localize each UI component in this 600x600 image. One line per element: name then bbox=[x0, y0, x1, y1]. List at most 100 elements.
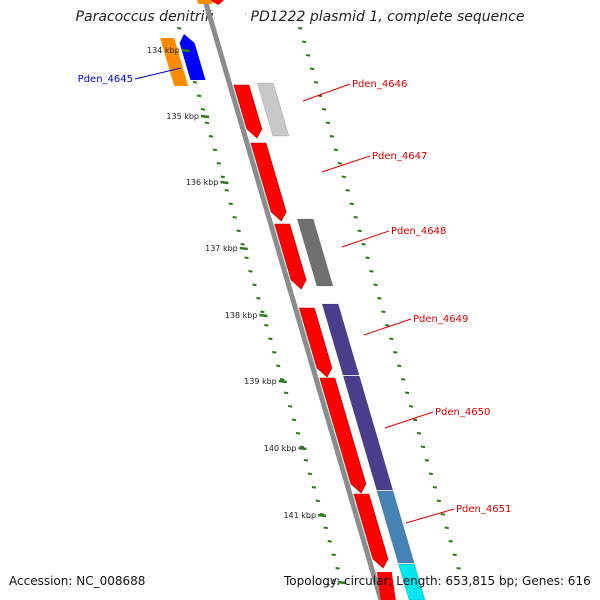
inner-tick-dot bbox=[389, 337, 394, 341]
gene-label: Pden_4647 bbox=[372, 151, 427, 162]
outer-tick-dot bbox=[307, 472, 313, 476]
cog-block bbox=[321, 303, 360, 376]
inner-tick-dot bbox=[408, 405, 414, 408]
inner-tick-ring bbox=[298, 27, 461, 570]
inner-tick-dot bbox=[365, 256, 370, 260]
gene-label: Pden_4646 bbox=[352, 79, 407, 90]
topology-label: Topology: circular; Length: 653,815 bp; … bbox=[284, 574, 591, 588]
outer-tick-dot bbox=[283, 391, 289, 395]
inner-tick-dot bbox=[424, 459, 430, 462]
gene-arrow bbox=[298, 307, 333, 378]
inner-tick-dot bbox=[369, 270, 374, 273]
outer-tick-dot bbox=[200, 108, 206, 111]
inner-tick-dot bbox=[393, 351, 398, 354]
inner-tick-dot bbox=[432, 486, 438, 489]
backbone-line bbox=[202, 0, 384, 600]
tick-label: 138 kbp bbox=[225, 311, 258, 320]
cog-block bbox=[398, 563, 426, 600]
outer-tick-dot bbox=[212, 148, 218, 152]
outer-tick-dot bbox=[236, 229, 241, 233]
outer-tick-dot bbox=[192, 81, 198, 84]
gene-label: Pden_4650 bbox=[435, 407, 490, 418]
outer-tick-dot bbox=[220, 175, 225, 179]
inner-tick-dot bbox=[420, 445, 426, 449]
outer-tick-dot bbox=[335, 567, 340, 570]
tick-label: 137 kbp bbox=[205, 244, 238, 253]
tick-labels: 134 kbp 135 kbp 136 kbp 137 kbp 138 kbp 139 k… bbox=[147, 46, 346, 587]
outer-tick-dot bbox=[331, 553, 336, 557]
gene-arrow bbox=[353, 493, 389, 569]
inner-tick-dot bbox=[298, 27, 303, 30]
outer-tick-dot bbox=[287, 405, 293, 408]
outer-tick-dot bbox=[228, 202, 233, 206]
tick-mark bbox=[337, 580, 346, 585]
accession-label: Accession: NC_008688 bbox=[9, 574, 146, 588]
tick-mark bbox=[239, 246, 248, 251]
label-leader bbox=[405, 508, 455, 524]
gene-arrow bbox=[376, 572, 396, 600]
inner-tick-dot bbox=[321, 108, 327, 111]
inner-tick-dot bbox=[341, 175, 346, 179]
inner-tick-dot bbox=[349, 202, 354, 206]
cog-block bbox=[376, 490, 415, 564]
cog-block-orange bbox=[160, 38, 189, 86]
tick-label: 141 kbp bbox=[283, 511, 316, 520]
tick-mark bbox=[278, 379, 287, 384]
outer-tick-dot bbox=[216, 162, 221, 165]
outer-tick-dot bbox=[196, 94, 202, 98]
cog-block-orange bbox=[197, 0, 213, 4]
inner-tick-dot bbox=[404, 391, 410, 395]
tick-label: 139 kbp bbox=[244, 377, 277, 386]
inner-tick-dot bbox=[456, 567, 461, 570]
gene-label: Pden_4651 bbox=[456, 504, 511, 515]
label-leader bbox=[384, 411, 434, 429]
inner-tick-dot bbox=[448, 540, 453, 543]
inner-tick-dot bbox=[373, 283, 378, 287]
outer-tick-dot bbox=[240, 243, 245, 246]
outer-tick-dot bbox=[204, 121, 210, 125]
inner-tick-dot bbox=[385, 324, 390, 327]
gene-label: Pden_4645 bbox=[78, 74, 133, 85]
gene-arrow bbox=[274, 223, 307, 290]
inner-tick-dot bbox=[325, 121, 331, 125]
outer-tick-dot bbox=[299, 445, 305, 449]
outer-tick-dot bbox=[303, 459, 309, 462]
tick-mark bbox=[181, 48, 190, 53]
inner-tick-dot bbox=[309, 67, 315, 71]
cog-features bbox=[257, 82, 426, 600]
inner-tick-dot bbox=[345, 189, 350, 192]
inner-tick-dot bbox=[397, 364, 402, 368]
tick-mark bbox=[317, 513, 327, 518]
outer-tick-dot bbox=[280, 378, 285, 381]
inner-tick-dot bbox=[313, 81, 319, 84]
gene-arrow-reverse bbox=[179, 34, 206, 80]
inner-tick-dot bbox=[440, 513, 445, 516]
cog-block bbox=[296, 218, 334, 287]
outer-tick-dot bbox=[268, 337, 273, 341]
gene-arrow bbox=[209, 0, 224, 5]
label-leader bbox=[321, 155, 371, 173]
label-leader bbox=[134, 67, 182, 80]
inner-tick-dot bbox=[357, 229, 362, 233]
inner-tick-dot bbox=[377, 297, 382, 300]
outer-tick-dot bbox=[177, 27, 182, 30]
gene-labels: Pden_4645 Pden_4646 Pden_4647 Pden_4648 Pden… bbox=[78, 67, 511, 524]
tick-label: 140 kbp bbox=[264, 444, 297, 453]
tick-label: 135 kbp bbox=[166, 112, 199, 121]
outer-tick-dot bbox=[315, 499, 320, 503]
inner-tick-dot bbox=[436, 499, 441, 503]
inner-tick-dot bbox=[401, 378, 406, 381]
outer-tick-dot bbox=[264, 324, 269, 327]
gene-arrow bbox=[233, 84, 263, 139]
outer-tick-dot bbox=[323, 526, 328, 530]
tick-mark bbox=[200, 114, 210, 119]
inner-tick-dot bbox=[452, 553, 457, 557]
inner-tick-dot bbox=[302, 40, 307, 44]
outer-tick-dot bbox=[224, 189, 229, 192]
inner-tick-dot bbox=[337, 162, 342, 165]
outer-tick-dot bbox=[232, 216, 237, 219]
inner-tick-dot bbox=[329, 135, 335, 138]
outer-tick-dot bbox=[256, 297, 261, 300]
inner-tick-dot bbox=[428, 472, 434, 476]
